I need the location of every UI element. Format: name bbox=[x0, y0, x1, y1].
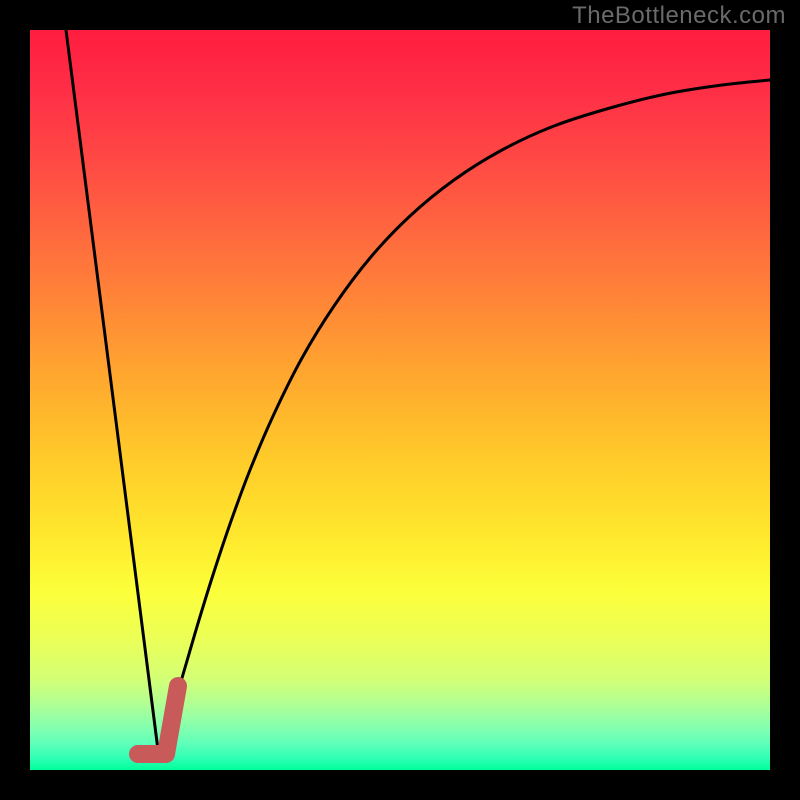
watermark-text: TheBottleneck.com bbox=[572, 2, 786, 30]
curve-left-segment bbox=[66, 30, 158, 750]
curve-right-segment bbox=[158, 80, 770, 750]
chart-frame: TheBottleneck.com bbox=[0, 0, 800, 800]
curve-layer bbox=[30, 30, 770, 770]
plot-area bbox=[30, 30, 770, 770]
